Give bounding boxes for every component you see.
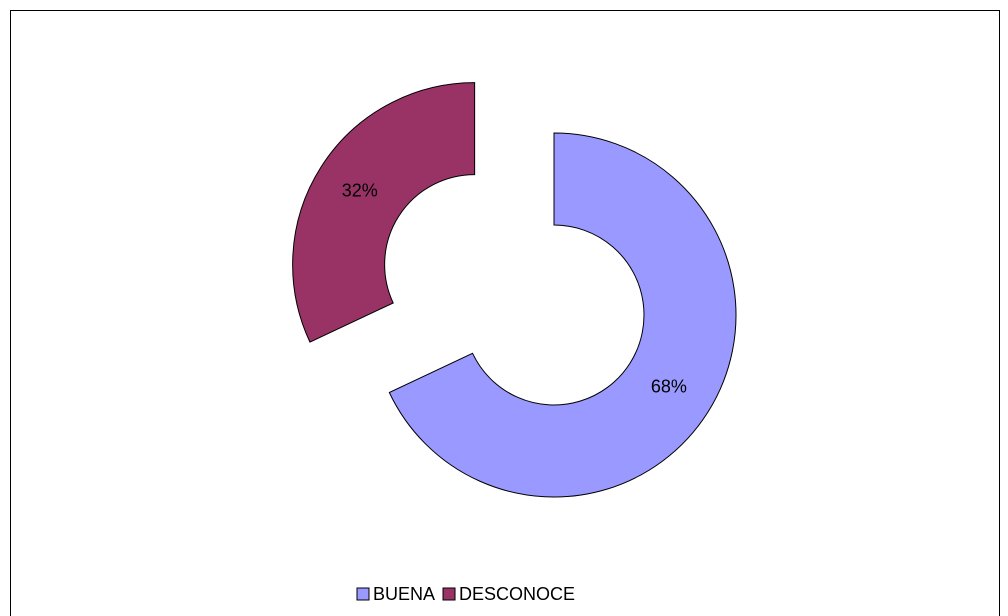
donut-slice [292, 82, 476, 343]
legend-label: BUENA [373, 584, 435, 604]
legend-swatch [442, 587, 456, 601]
data-label: 68% [651, 377, 687, 397]
data-label: 32% [342, 181, 378, 201]
chart-frame [10, 10, 1000, 616]
donut-slice [388, 132, 737, 498]
legend-label: DESCONOCE [459, 584, 575, 604]
legend-swatch [356, 587, 370, 601]
